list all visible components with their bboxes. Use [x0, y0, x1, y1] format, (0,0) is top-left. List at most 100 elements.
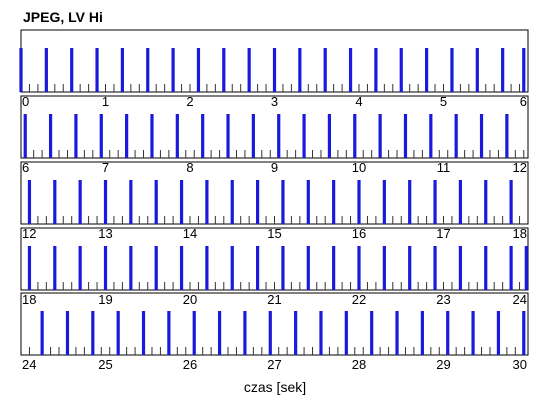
tall-bar: [116, 311, 120, 355]
tall-bar: [256, 246, 260, 290]
tall-bar: [230, 246, 234, 290]
x-tick-label: 26: [183, 357, 197, 372]
tall-bar: [450, 48, 454, 92]
tall-bar: [27, 246, 32, 290]
x-tick-label: 10: [352, 160, 366, 175]
tall-bar: [70, 48, 74, 92]
tall-bar: [454, 114, 458, 158]
tall-bar: [125, 114, 129, 158]
tall-bar: [399, 48, 403, 92]
x-tick-label: 8: [186, 160, 193, 175]
tall-bar: [277, 114, 281, 158]
tall-bar: [192, 311, 196, 355]
tall-bar: [247, 48, 251, 92]
tall-bar: [429, 114, 433, 158]
tall-bar: [382, 180, 386, 224]
tall-bar: [332, 246, 336, 290]
strip-row: 0 1 2 3 4 5 6: [19, 29, 529, 109]
tall-bar: [348, 48, 353, 92]
tall-bar: [281, 180, 285, 224]
tall-bar: [95, 48, 99, 92]
tall-bar: [243, 311, 247, 355]
tall-bar: [103, 246, 108, 290]
tall-bar: [78, 180, 82, 224]
tall-bar: [65, 311, 70, 355]
x-tick-label: 23: [436, 292, 450, 307]
x-axis-label: czas [sek]: [244, 379, 306, 395]
tall-bar: [302, 114, 306, 158]
tall-bar: [146, 48, 150, 92]
x-tick-label: 4: [355, 94, 362, 109]
tall-bar: [446, 311, 450, 355]
x-tick-label: 30: [513, 357, 527, 372]
tall-bar: [205, 246, 209, 290]
strip-row: 24 25 26 27 28 29 30: [20, 292, 529, 372]
tall-bar: [222, 48, 226, 92]
x-tick-label: 29: [436, 357, 450, 372]
tall-bar: [175, 114, 179, 158]
tall-bar: [509, 246, 513, 290]
tall-bar: [141, 311, 146, 355]
tall-bar: [374, 48, 378, 92]
x-tick-label: 0: [22, 94, 29, 109]
tall-bar: [120, 48, 124, 92]
tall-bar: [99, 114, 103, 158]
x-tick-label: 7: [102, 160, 109, 175]
x-tick-label: 24: [513, 292, 527, 307]
tall-bar: [256, 180, 260, 224]
x-tick-label: 16: [352, 226, 366, 241]
tall-bar: [496, 311, 501, 355]
tall-bar: [154, 246, 158, 290]
tall-bar: [196, 48, 201, 92]
x-tick-label: 3: [271, 94, 278, 109]
tall-bar: [91, 311, 95, 355]
tall-bar: [425, 48, 429, 92]
x-tick-label: 24: [22, 357, 36, 372]
tall-bar: [403, 114, 408, 158]
tall-bar: [458, 246, 462, 290]
tall-bar: [103, 180, 108, 224]
tall-bar: [433, 180, 437, 224]
tall-bar: [471, 311, 475, 355]
tall-bar: [306, 246, 310, 290]
tall-bar: [323, 48, 327, 92]
x-tick-label: 25: [98, 357, 112, 372]
tall-bar: [217, 311, 222, 355]
tall-bar: [205, 180, 209, 224]
tall-bar: [370, 311, 374, 355]
tall-bar: [179, 246, 184, 290]
tall-bar: [395, 311, 399, 355]
tall-bar: [408, 180, 412, 224]
tall-bar: [48, 114, 53, 158]
tall-bar: [129, 246, 133, 290]
tall-bar: [74, 114, 78, 158]
tall-bar: [281, 246, 285, 290]
tall-bar: [154, 180, 158, 224]
x-tick-label: 27: [267, 357, 281, 372]
tall-bar: [357, 246, 361, 290]
tall-bar: [408, 246, 412, 290]
tall-bar: [344, 311, 348, 355]
x-tick-label: 18: [22, 292, 36, 307]
x-tick-label: 18: [513, 226, 527, 241]
x-tick-label: 6: [520, 94, 527, 109]
x-tick-label: 28: [352, 357, 366, 372]
x-tick-label: 9: [271, 160, 278, 175]
tall-bar: [251, 114, 255, 158]
tall-bar: [306, 180, 310, 224]
tall-bar: [378, 114, 382, 158]
tall-bar: [484, 246, 488, 290]
x-tick-label: 2: [186, 94, 193, 109]
tall-bar: [27, 180, 32, 224]
x-tick-label: 1: [102, 94, 109, 109]
chart-title: JPEG, LV Hi: [23, 9, 103, 25]
tall-bar: [40, 311, 44, 355]
tall-bar: [53, 180, 57, 224]
tall-bar: [522, 311, 526, 355]
tall-bar: [19, 48, 23, 92]
tall-bar: [484, 180, 488, 224]
strip-row: 12 13 14 15 16 17 18: [20, 161, 529, 241]
tall-bar: [268, 311, 272, 355]
